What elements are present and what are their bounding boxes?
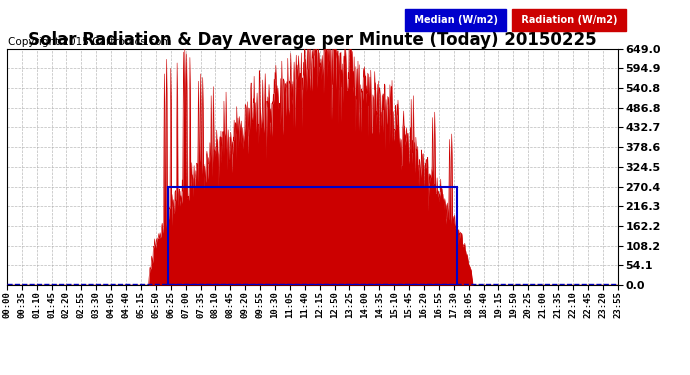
Text: Copyright 2015 Cartronics.com: Copyright 2015 Cartronics.com [8,37,172,47]
Text: Median (W/m2): Median (W/m2) [411,15,501,25]
Text: Radiation (W/m2): Radiation (W/m2) [518,15,620,25]
Title: Solar Radiation & Day Average per Minute (Today) 20150225: Solar Radiation & Day Average per Minute… [28,31,597,49]
Bar [168,187,457,285]
